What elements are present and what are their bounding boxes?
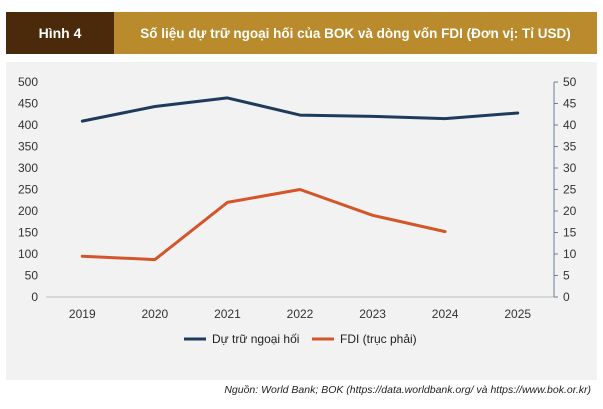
x-tick-label: 2020 (142, 307, 169, 321)
series-line-1 (80, 96, 520, 123)
y-right-tick-label: 5 (563, 269, 570, 283)
y-left-tick-label: 150 (18, 226, 38, 240)
line-chart: 0501001502002503003504004505000510152025… (18, 75, 577, 346)
y-left-tick-label: 50 (25, 269, 39, 283)
chart-panel: 0 50 100 150 200 250 300 350 400 450 500 0 5 10 15 20 25… (6, 62, 597, 380)
y-left-tick-label: 250 (18, 183, 38, 197)
y-right-tick-label: 45 (563, 97, 577, 111)
y-left-tick-label: 100 (18, 247, 38, 261)
figure-header: Hình 4 Số liệu dự trữ ngoại hối của BOK … (6, 12, 597, 54)
x-tick-label: 2021 (214, 307, 241, 321)
series-line-2 (80, 188, 447, 262)
y-left-tick-label: 500 (18, 75, 38, 89)
y-right-tick-label: 30 (563, 161, 577, 175)
x-tick-label: 2023 (359, 307, 386, 321)
figure-label: Hình 4 (6, 12, 114, 54)
figure-title: Số liệu dự trữ ngoại hối của BOK và dòng… (114, 12, 597, 54)
y-left-tick-label: 350 (18, 140, 38, 154)
y-left-tick-label: 300 (18, 161, 38, 175)
y-right-tick-label: 25 (563, 183, 577, 197)
y-right-tick-label: 20 (563, 204, 577, 218)
y-left-tick-label: 0 (31, 290, 38, 304)
x-tick-label: 2022 (287, 307, 314, 321)
legend-label-1: Dự trữ ngoại hối (212, 332, 299, 346)
y-left-tick-label: 450 (18, 97, 38, 111)
y-right-tick-label: 35 (563, 140, 577, 154)
y-right-tick-label: 0 (563, 290, 570, 304)
y-right-tick-label: 15 (563, 226, 577, 240)
y-left-tick-label: 200 (18, 204, 38, 218)
y-right-tick-label: 50 (563, 75, 577, 89)
legend-label-2: FDI (trục phải) (340, 332, 417, 346)
x-tick-label: 2019 (69, 307, 96, 321)
y-left-tick-label: 400 (18, 118, 38, 132)
x-tick-label: 2024 (432, 307, 459, 321)
source-note: Nguồn: World Bank; BOK (https://data.wor… (224, 384, 591, 396)
y-right-tick-label: 40 (563, 118, 577, 132)
x-tick-label: 2025 (504, 307, 531, 321)
y-right-tick-label: 10 (563, 247, 577, 261)
